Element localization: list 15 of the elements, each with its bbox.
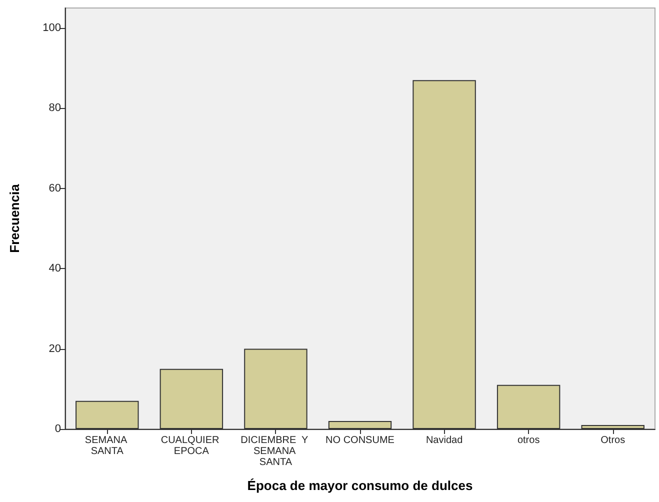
x-tick-label: Navidad — [426, 435, 463, 446]
y-tick-label: 60 — [48, 182, 61, 194]
x-tick-label: otros — [517, 435, 540, 446]
x-tick-label: NO CONSUME — [326, 435, 395, 446]
y-tick-label: 0 — [54, 423, 61, 435]
y-tick-label: 40 — [48, 262, 61, 275]
y-tick-label: 100 — [42, 22, 61, 34]
x-tick-label: CUALQUIER EPOCA — [160, 435, 222, 457]
x-tick-label: Otros — [600, 435, 626, 446]
y-tick-label: 80 — [48, 102, 61, 114]
x-tick-label: SEMANA SANTA — [84, 435, 130, 457]
x-axis-title: Época de mayor consumo de dulces — [247, 478, 473, 493]
y-axis-title: Frecuencia — [7, 183, 22, 253]
y-tick-label: 20 — [48, 342, 61, 355]
x-tick-label: DICIEMBRE Y SEMANA SANTA — [240, 435, 311, 468]
